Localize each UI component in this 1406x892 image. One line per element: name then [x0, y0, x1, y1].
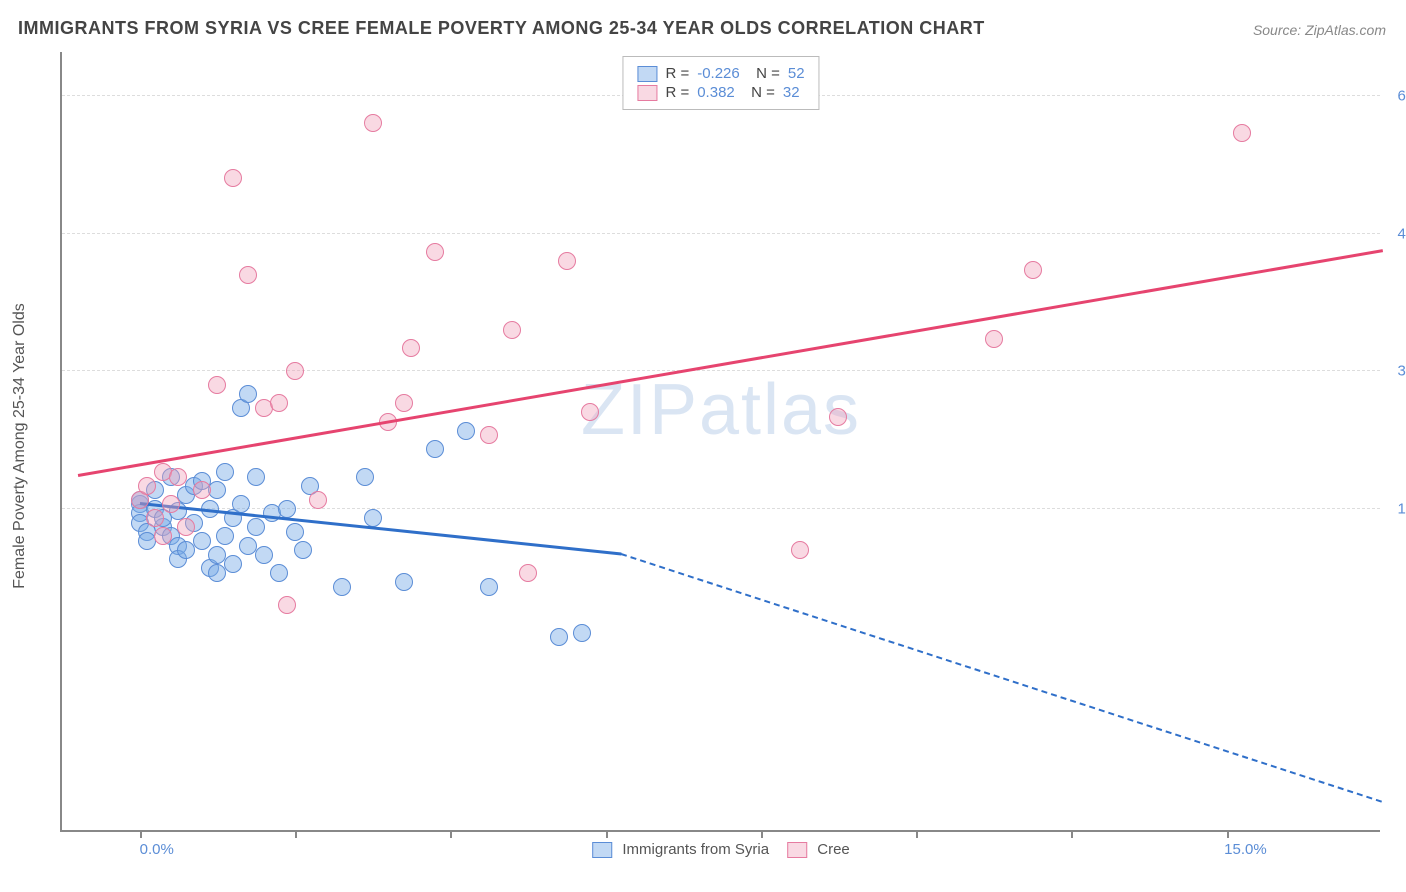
legend-r-label: R = [665, 84, 689, 101]
y-tick-label: 60.0% [1385, 87, 1406, 104]
y-tick-label: 15.0% [1385, 500, 1406, 517]
scatter-point-blue [278, 500, 296, 518]
scatter-point-blue [457, 422, 475, 440]
scatter-point-pink [286, 362, 304, 380]
legend-bottom-label-pink: Cree [817, 841, 850, 858]
scatter-point-pink [270, 394, 288, 412]
legend-r-label: R = [665, 65, 689, 82]
scatter-point-blue [364, 509, 382, 527]
x-tick-label: 0.0% [140, 841, 174, 858]
y-tick-label: 45.0% [1385, 225, 1406, 242]
scatter-point-blue [247, 518, 265, 536]
scatter-point-pink [581, 403, 599, 421]
x-tick [1071, 830, 1073, 838]
scatter-point-pink [364, 114, 382, 132]
scatter-point-blue [286, 523, 304, 541]
legend-bottom-swatch-pink [787, 842, 807, 858]
scatter-point-pink [791, 541, 809, 559]
legend-bottom-blue: Immigrants from Syria [592, 841, 769, 858]
legend-n-label: N = [743, 84, 775, 101]
legend-swatch-pink [637, 85, 657, 101]
scatter-point-pink [208, 376, 226, 394]
x-tick [295, 830, 297, 838]
legend-top: R = -0.226 N = 52 R = 0.382 N = 32 [622, 56, 819, 110]
scatter-point-blue [255, 546, 273, 564]
legend-n-pink: 32 [783, 84, 800, 101]
gridline-h [62, 233, 1380, 234]
gridline-h [62, 370, 1380, 371]
scatter-point-blue [356, 468, 374, 486]
scatter-point-pink [1024, 261, 1042, 279]
legend-r-blue: -0.226 [697, 65, 740, 82]
chart-title: IMMIGRANTS FROM SYRIA VS CREE FEMALE POV… [18, 18, 985, 39]
scatter-point-blue [395, 573, 413, 591]
x-tick-label: 15.0% [1224, 841, 1267, 858]
legend-bottom: Immigrants from Syria Cree [592, 841, 850, 858]
chart-container: IMMIGRANTS FROM SYRIA VS CREE FEMALE POV… [0, 0, 1406, 892]
scatter-point-blue [550, 628, 568, 646]
scatter-point-pink [224, 169, 242, 187]
scatter-point-blue [224, 555, 242, 573]
trend-line [77, 249, 1382, 476]
x-tick [761, 830, 763, 838]
x-tick [916, 830, 918, 838]
scatter-point-pink [309, 491, 327, 509]
legend-bottom-pink: Cree [787, 841, 850, 858]
scatter-point-blue [208, 564, 226, 582]
y-tick-label: 30.0% [1385, 363, 1406, 380]
scatter-point-pink [162, 495, 180, 513]
scatter-point-pink [138, 477, 156, 495]
scatter-point-blue [216, 527, 234, 545]
x-tick [606, 830, 608, 838]
trend-line-dash [621, 553, 1383, 803]
scatter-point-pink [426, 243, 444, 261]
scatter-point-blue [294, 541, 312, 559]
scatter-point-pink [146, 509, 164, 527]
source-label: Source: ZipAtlas.com [1253, 22, 1386, 38]
scatter-point-pink [503, 321, 521, 339]
scatter-point-pink [193, 481, 211, 499]
x-tick [140, 830, 142, 838]
plot-area: ZIPatlas R = -0.226 N = 52 R = 0.382 N =… [60, 52, 1380, 832]
scatter-point-pink [278, 596, 296, 614]
scatter-point-pink [829, 408, 847, 426]
scatter-point-pink [395, 394, 413, 412]
gridline-h [62, 508, 1380, 509]
scatter-point-pink [239, 266, 257, 284]
y-axis-title: Female Poverty Among 25-34 Year Olds [11, 303, 29, 589]
scatter-point-pink [480, 426, 498, 444]
scatter-point-pink [558, 252, 576, 270]
scatter-point-blue [239, 385, 257, 403]
legend-bottom-swatch-blue [592, 842, 612, 858]
scatter-point-pink [1233, 124, 1251, 142]
legend-swatch-blue [637, 66, 657, 82]
scatter-point-pink [519, 564, 537, 582]
scatter-point-blue [480, 578, 498, 596]
legend-row-pink: R = 0.382 N = 32 [637, 84, 804, 101]
scatter-point-blue [193, 532, 211, 550]
legend-n-label: N = [748, 65, 780, 82]
scatter-point-pink [154, 527, 172, 545]
x-tick [450, 830, 452, 838]
legend-r-pink: 0.382 [697, 84, 735, 101]
scatter-point-pink [402, 339, 420, 357]
x-tick [1227, 830, 1229, 838]
scatter-point-pink [177, 518, 195, 536]
scatter-point-blue [208, 481, 226, 499]
scatter-point-blue [270, 564, 288, 582]
legend-bottom-label-blue: Immigrants from Syria [622, 841, 769, 858]
scatter-point-blue [333, 578, 351, 596]
scatter-point-blue [216, 463, 234, 481]
scatter-point-blue [232, 495, 250, 513]
scatter-point-blue [426, 440, 444, 458]
scatter-point-blue [573, 624, 591, 642]
scatter-point-pink [985, 330, 1003, 348]
scatter-point-pink [169, 468, 187, 486]
scatter-point-blue [247, 468, 265, 486]
legend-n-blue: 52 [788, 65, 805, 82]
legend-row-blue: R = -0.226 N = 52 [637, 65, 804, 82]
